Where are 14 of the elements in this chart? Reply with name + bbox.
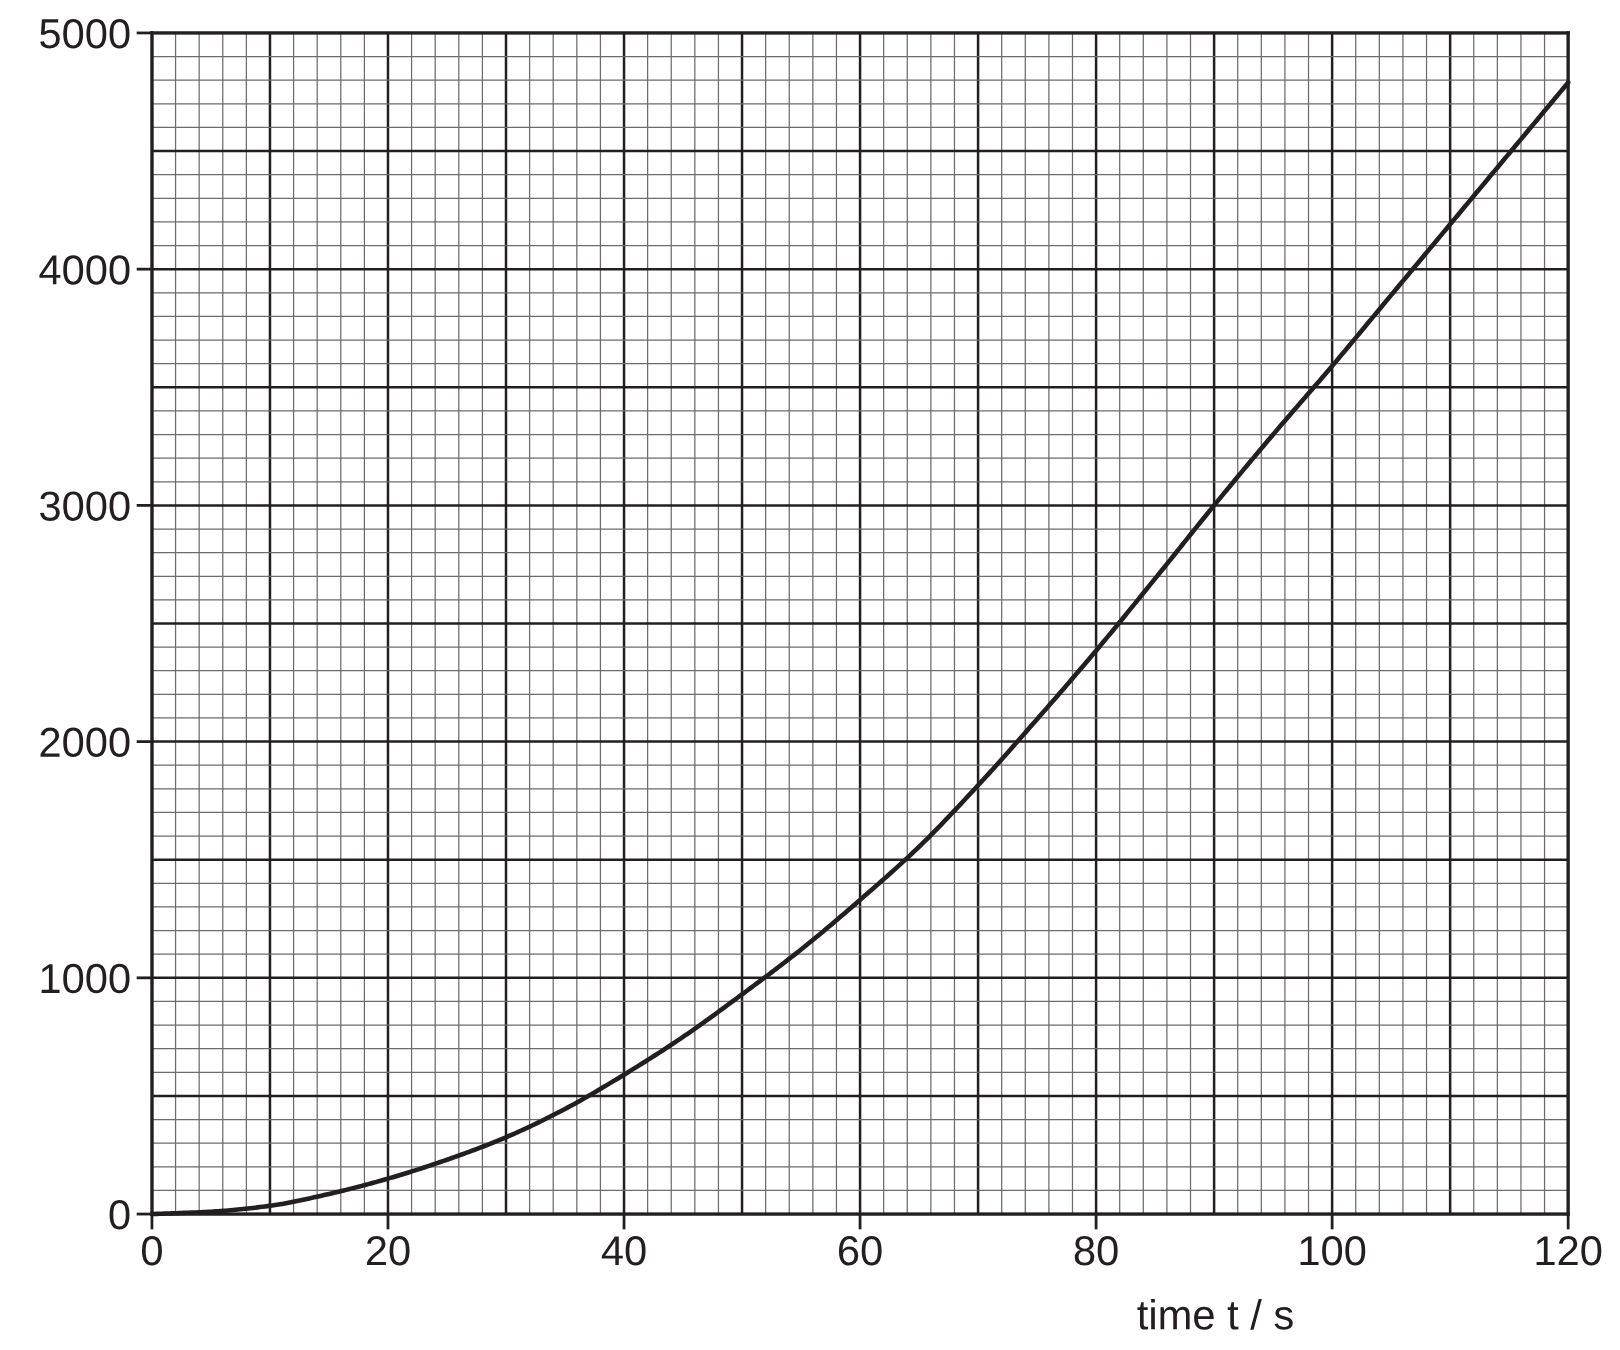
x-tick-label: 100 (1300, 1235, 1366, 1266)
x-axis-title: time t / s (1137, 1299, 1293, 1330)
y-tick-label: 3000 (40, 491, 130, 521)
y-tick-label: 5000 (40, 18, 130, 49)
x-tick-label: 120 (1536, 1235, 1602, 1266)
y-tick-label: 0 (109, 1200, 130, 1230)
x-tick-label: 80 (1074, 1235, 1118, 1266)
x-tick-label: 0 (142, 1235, 162, 1266)
y-tick-label: 2000 (40, 727, 130, 758)
y-tick-label: 4000 (39, 255, 130, 285)
y-tick-label: 1000 (41, 963, 130, 994)
x-tick-label: 60 (839, 1235, 882, 1266)
x-tick-label: 40 (601, 1235, 646, 1266)
x-tick-label: 20 (366, 1235, 410, 1266)
